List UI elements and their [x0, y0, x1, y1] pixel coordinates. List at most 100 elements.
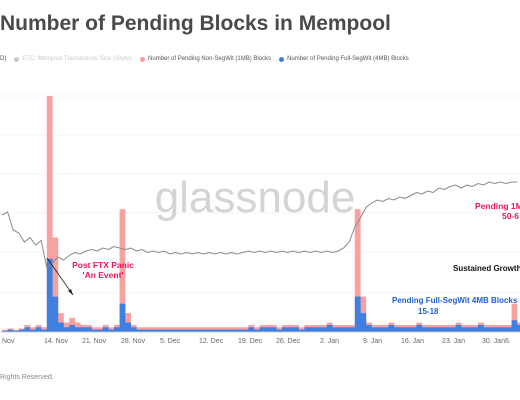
legend-item-d[interactable]: D) [0, 56, 6, 62]
annotation-ftx-line-2: 'An Event' [83, 270, 124, 280]
legend-item-nonsegwit[interactable]: Number of Pending Non-SegWit (1MB) Block… [140, 56, 271, 62]
segwit-bar [371, 327, 378, 332]
legend-item-segwit[interactable]: Number of Pending Full-SegWit (4MB) Bloc… [279, 56, 409, 62]
segwit-bar [399, 327, 406, 332]
segwit-bar [489, 327, 495, 332]
segwit-bar [13, 330, 19, 332]
segwit-bar [164, 329, 171, 332]
segwit-bar [461, 327, 467, 332]
nonsegwit-bar [119, 209, 126, 332]
segwit-series [2, 258, 520, 332]
segwit-bar [270, 327, 277, 332]
mempool-size-series [1, 181, 518, 269]
nonsegwit-bar [52, 237, 59, 332]
x-tick-label: 16. Jan [401, 338, 424, 345]
segwit-bar [125, 322, 131, 332]
legend-dot-icon [279, 56, 285, 62]
annotation-pending-1m-line-1: Pending 1M [475, 201, 520, 211]
segwit-bar [282, 327, 288, 332]
segwit-bar [517, 324, 520, 332]
x-tick-label: 23. Jan [442, 338, 465, 345]
ftx-arrow-line [46, 257, 74, 296]
chart-title: Number of Pending Blocks in Mempool [0, 12, 391, 35]
segwit-bar [74, 327, 81, 332]
segwit-bar [354, 296, 361, 332]
segwit-bar [192, 329, 199, 332]
segwit-bar [46, 258, 53, 332]
x-tick-label: 14. Nov [44, 338, 69, 345]
segwit-bar [287, 327, 294, 332]
segwit-bar [438, 327, 445, 332]
segwit-bar [226, 329, 232, 332]
segwit-bar [377, 327, 383, 332]
segwit-bar [315, 327, 322, 332]
segwit-bar [130, 327, 137, 332]
segwit-bar [153, 329, 159, 332]
grid-lines [0, 95, 520, 294]
segwit-bar [444, 327, 451, 332]
segwit-bar [237, 329, 243, 332]
x-tick-label: 30. Jan [482, 338, 505, 345]
segwit-bar [52, 296, 59, 332]
legend-item-mempool-size[interactable]: ETC: Mempool Transactions Size (vByte) [14, 56, 132, 62]
segwit-bar [310, 327, 316, 332]
segwit-bar [69, 324, 75, 332]
segwit-bar [349, 327, 355, 332]
segwit-bar [242, 329, 249, 332]
segwit-bar [427, 327, 434, 332]
annotation-full-segwit-line-2: 15-18 [418, 307, 439, 316]
segwit-bar [18, 329, 25, 332]
segwit-bar [136, 329, 143, 332]
segwit-bar [326, 324, 333, 332]
segwit-bar [382, 327, 389, 332]
segwit-bar [24, 327, 31, 332]
segwit-bar [276, 329, 283, 332]
annotation-sustained-growth: Sustained Growth [453, 264, 520, 273]
segwit-bar [41, 329, 47, 332]
segwit-bar [259, 327, 266, 332]
segwit-bar [293, 327, 299, 332]
segwit-bar [416, 324, 423, 332]
nonsegwit-bar [511, 303, 518, 332]
segwit-bar [102, 327, 109, 332]
segwit-bar [338, 327, 344, 332]
segwit-bar [394, 327, 400, 332]
segwit-bar [231, 329, 238, 332]
segwit-bar [511, 320, 518, 332]
segwit-bar [433, 327, 439, 332]
segwit-bar [86, 327, 92, 332]
x-axis-ticks: Nov 14. Nov 21. Nov 28. Nov 5. Dec 12. Dec 19.… [2, 338, 511, 345]
x-tick-label: 21. Nov [82, 338, 107, 345]
segwit-bar [58, 322, 64, 332]
segwit-bar [97, 329, 103, 332]
segwit-bar [35, 327, 42, 332]
annotation-ftx-line-1: Post FTX Panic [72, 260, 134, 270]
segwit-bar [2, 330, 8, 332]
legend: D) ETC: Mempool Transactions Size (vByte… [0, 56, 417, 62]
legend-label-mempool-size: ETC: Mempool Transactions Size (vByte) [22, 56, 133, 62]
segwit-bar [304, 327, 311, 332]
segwit-bar [175, 329, 182, 332]
legend-label-segwit: Number of Pending Full-SegWit (4MB) Bloc… [287, 56, 409, 62]
mempool-size-line [1, 181, 518, 269]
annotation-full-segwit-line-1: Pending Full-SegWit 4MB Blocks [392, 296, 518, 305]
footer-text: Rights Reserved. [0, 374, 54, 381]
segwit-bar [114, 327, 120, 332]
legend-dot-icon [140, 56, 146, 62]
segwit-bar [142, 329, 148, 332]
nonsegwit-bar [69, 317, 75, 332]
segwit-bar [170, 329, 176, 332]
x-tick-label: 6. [505, 338, 511, 345]
x-tick-label: 2. Jan [320, 338, 339, 345]
segwit-bar [332, 327, 339, 332]
segwit-bar [158, 329, 165, 332]
segwit-bar [7, 329, 14, 332]
segwit-bar [478, 324, 484, 332]
segwit-bar [198, 329, 204, 332]
segwit-bar [119, 303, 126, 332]
segwit-bar [494, 327, 501, 332]
segwit-bar [209, 329, 215, 332]
segwit-bar [254, 329, 260, 332]
segwit-bar [181, 329, 187, 332]
segwit-bar [265, 327, 271, 332]
